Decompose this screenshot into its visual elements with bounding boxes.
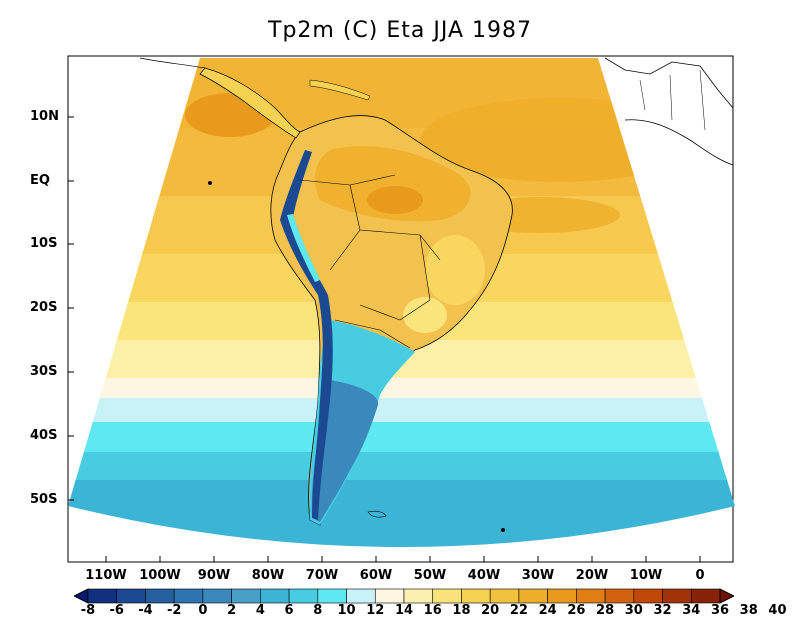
lon-label-20w: 20W bbox=[575, 568, 609, 583]
lon-label-40w: 40W bbox=[467, 568, 501, 583]
colorbar-swatch bbox=[690, 588, 721, 604]
colorbar-swatch bbox=[231, 588, 261, 604]
colorbar-swatch bbox=[604, 588, 635, 604]
colorbar-swatch bbox=[662, 588, 692, 604]
lon-label-90w: 90W bbox=[197, 568, 231, 583]
south-america bbox=[270, 115, 513, 526]
lon-label-100w: 100W bbox=[139, 568, 181, 583]
colorbar-max-arrow bbox=[719, 588, 734, 604]
colorbar-tick-label: 12 bbox=[366, 603, 385, 618]
colorbar-swatch bbox=[87, 588, 118, 604]
colorbar-swatch bbox=[576, 588, 606, 604]
colorbar-swatch bbox=[374, 588, 405, 604]
colorbar bbox=[74, 588, 734, 604]
lon-label-70w: 70W bbox=[305, 568, 339, 583]
axis-ticks bbox=[68, 116, 701, 562]
lat-label-10n: 10N bbox=[30, 109, 59, 124]
colorbar-tick-label: 26 bbox=[567, 603, 586, 618]
colorbar-tick-label: 16 bbox=[423, 603, 442, 618]
lon-label-10w: 10W bbox=[629, 568, 663, 583]
colorbar-tick-label: 2 bbox=[227, 603, 237, 618]
lon-label-50w: 50W bbox=[413, 568, 447, 583]
colorbar-swatch bbox=[202, 588, 232, 604]
colorbar-swatch bbox=[317, 588, 347, 604]
colorbar-swatch bbox=[116, 588, 146, 604]
colorbar-tick-label: 36 bbox=[710, 603, 730, 618]
central-america bbox=[139, 57, 371, 139]
colorbar-tick-label: 28 bbox=[596, 603, 615, 618]
colorbar-min-arrow bbox=[74, 588, 89, 604]
colorbar-swatch bbox=[145, 588, 175, 604]
chart-title: Tp2m (C) Eta JJA 1987 bbox=[268, 18, 532, 43]
lon-label-60w: 60W bbox=[359, 568, 393, 583]
colorbar-tick-label: 14 bbox=[394, 603, 414, 618]
colorbar-tick-label: 22 bbox=[509, 603, 528, 618]
colorbar-swatch bbox=[547, 588, 577, 604]
colorbar-tick-label: 20 bbox=[481, 603, 500, 618]
lon-label-110w: 110W bbox=[85, 568, 127, 583]
lat-label-10s: 10S bbox=[30, 236, 58, 251]
lat-label-40s: 40S bbox=[30, 428, 58, 443]
colorbar-swatch bbox=[489, 588, 520, 604]
islands bbox=[208, 181, 505, 532]
colorbar-swatch bbox=[288, 588, 319, 604]
africa-outline bbox=[604, 57, 734, 166]
colorbar-tick-label: 30 bbox=[624, 603, 643, 618]
colorbar-tick-label: 18 bbox=[452, 603, 471, 618]
colorbar-tick-label: -2 bbox=[166, 603, 182, 618]
colorbar-tick-label: 24 bbox=[538, 603, 557, 618]
colorbar-tick-label: 10 bbox=[337, 603, 356, 618]
lon-label-0: 0 bbox=[695, 568, 705, 583]
plot-frame bbox=[67, 55, 734, 563]
colorbar-tick-label: -4 bbox=[138, 603, 153, 618]
colorbar-tick-label: 4 bbox=[255, 603, 265, 618]
colorbar-tick-label: 40 bbox=[768, 603, 787, 618]
colorbar-tick-label: -8 bbox=[80, 603, 96, 618]
colorbar-swatch bbox=[633, 588, 663, 604]
colorbar-swatch bbox=[461, 588, 491, 604]
colorbar-tick-label: 8 bbox=[313, 603, 323, 618]
colorbar-tick-label: 38 bbox=[739, 603, 758, 618]
colorbar-swatch bbox=[260, 588, 290, 604]
lat-label-20s: 20S bbox=[30, 300, 58, 315]
lat-label-eq: EQ bbox=[30, 173, 50, 188]
colorbar-tick-label: 6 bbox=[284, 603, 294, 618]
colorbar-swatch bbox=[346, 588, 376, 604]
colorbar-tick-label: 32 bbox=[653, 603, 672, 618]
colorbar-tick-label: 34 bbox=[682, 603, 701, 618]
lon-label-30w: 30W bbox=[521, 568, 555, 583]
colorbar-swatch bbox=[518, 588, 548, 604]
colorbar-swatch bbox=[173, 588, 204, 604]
colorbar-swatch bbox=[432, 588, 462, 604]
colorbar-tick-label: 0 bbox=[198, 603, 208, 618]
lon-label-80w: 80W bbox=[251, 568, 285, 583]
colorbar-tick-label: -6 bbox=[109, 603, 124, 618]
lat-label-30s: 30S bbox=[30, 364, 58, 379]
colorbar-swatch bbox=[403, 588, 434, 604]
lat-label-50s: 50S bbox=[30, 492, 58, 507]
